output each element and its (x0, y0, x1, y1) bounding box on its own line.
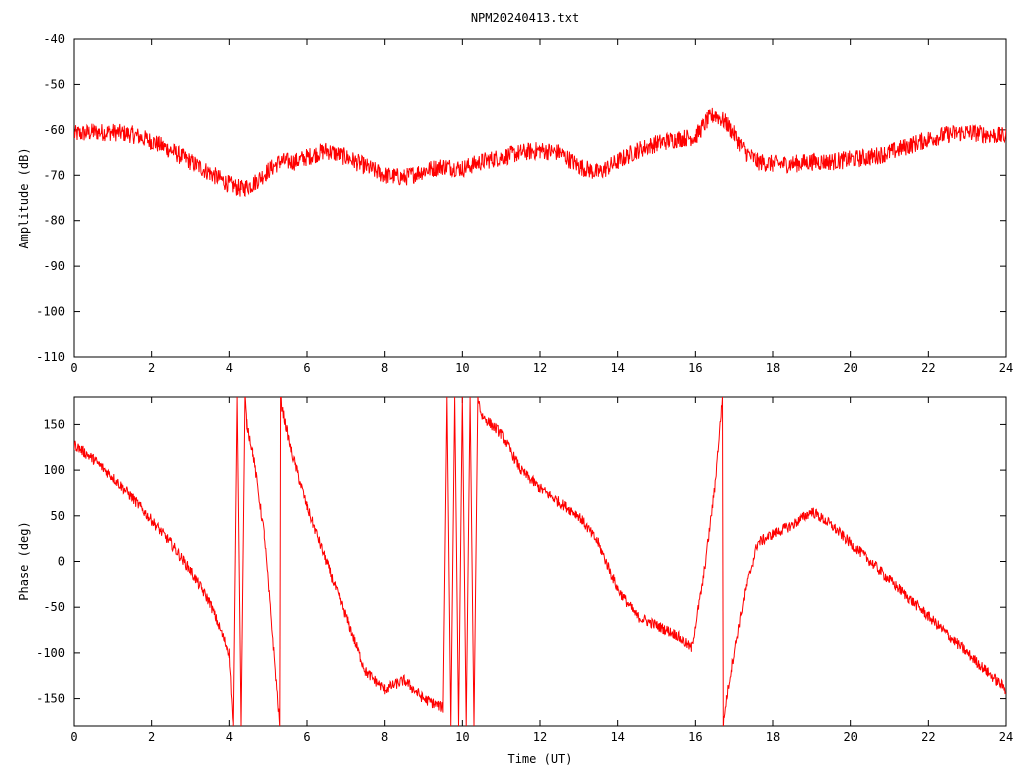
phase-xtick-label: 20 (843, 730, 857, 744)
phase-xlabel: Time (UT) (507, 752, 572, 766)
amplitude-xtick-label: 8 (381, 361, 388, 375)
phase-xtick-label: 22 (921, 730, 935, 744)
phase-ytick-label: -150 (36, 692, 65, 706)
phase-xtick-label: 0 (70, 730, 77, 744)
amplitude-ytick-label: -70 (43, 168, 65, 182)
phase-xtick-label: 14 (610, 730, 624, 744)
amplitude-ytick-label: -80 (43, 214, 65, 228)
amplitude-xtick-label: 18 (766, 361, 780, 375)
phase-xtick-label: 12 (533, 730, 547, 744)
amplitude-xtick-label: 0 (70, 361, 77, 375)
amplitude-ytick-label: -60 (43, 123, 65, 137)
amplitude-xtick-label: 16 (688, 361, 702, 375)
phase-ytick-label: 0 (58, 555, 65, 569)
phase-series-line (74, 397, 1006, 726)
amplitude-panel: Amplitude (dB) 0 2 4 6 8 10 12 14 16 18 20 22 24-40-… (17, 32, 1013, 375)
phase-xtick-label: 24 (999, 730, 1013, 744)
amplitude-xtick-label: 22 (921, 361, 935, 375)
amplitude-xtick-label: 10 (455, 361, 469, 375)
phase-xtick-label: 18 (766, 730, 780, 744)
amplitude-ytick-label: -40 (43, 32, 65, 46)
amplitude-ytick-label: -50 (43, 77, 65, 91)
phase-xtick-label: 16 (688, 730, 702, 744)
phase-xtick-label: 6 (303, 730, 310, 744)
phase-ytick-label: 100 (43, 463, 65, 477)
phase-panel: Phase (deg) Time (UT) 0 2 4 6 8 10 12 14 16 18 20 2… (17, 396, 1013, 766)
phase-xtick-label: 10 (455, 730, 469, 744)
phase-ytick-label: 50 (51, 509, 65, 523)
amplitude-xtick-label: 12 (533, 361, 547, 375)
amplitude-xtick-label: 14 (610, 361, 624, 375)
amplitude-xtick-label: 6 (303, 361, 310, 375)
amplitude-xtick-label: 24 (999, 361, 1013, 375)
phase-ytick-label: 150 (43, 417, 65, 431)
amplitude-xtick-label: 2 (148, 361, 155, 375)
phase-ylabel: Phase (deg) (17, 521, 31, 600)
amplitude-series-line (74, 107, 1006, 198)
phase-xtick-label: 4 (226, 730, 233, 744)
phase-xtick-label: 8 (381, 730, 388, 744)
amplitude-plot-frame (73, 38, 1007, 358)
phase-xtick-label: 2 (148, 730, 155, 744)
amplitude-ytick-label: -100 (36, 305, 65, 319)
phase-ytick-label: -100 (36, 646, 65, 660)
amplitude-ylabel: Amplitude (dB) (17, 147, 31, 248)
chart-title: NPM20240413.txt (471, 11, 579, 25)
amplitude-ytick-label: -90 (43, 259, 65, 273)
phase-ytick-label: -50 (43, 600, 65, 614)
amplitude-ytick-label: -110 (36, 350, 65, 364)
amplitude-xtick-label: 20 (843, 361, 857, 375)
amplitude-xtick-label: 4 (226, 361, 233, 375)
